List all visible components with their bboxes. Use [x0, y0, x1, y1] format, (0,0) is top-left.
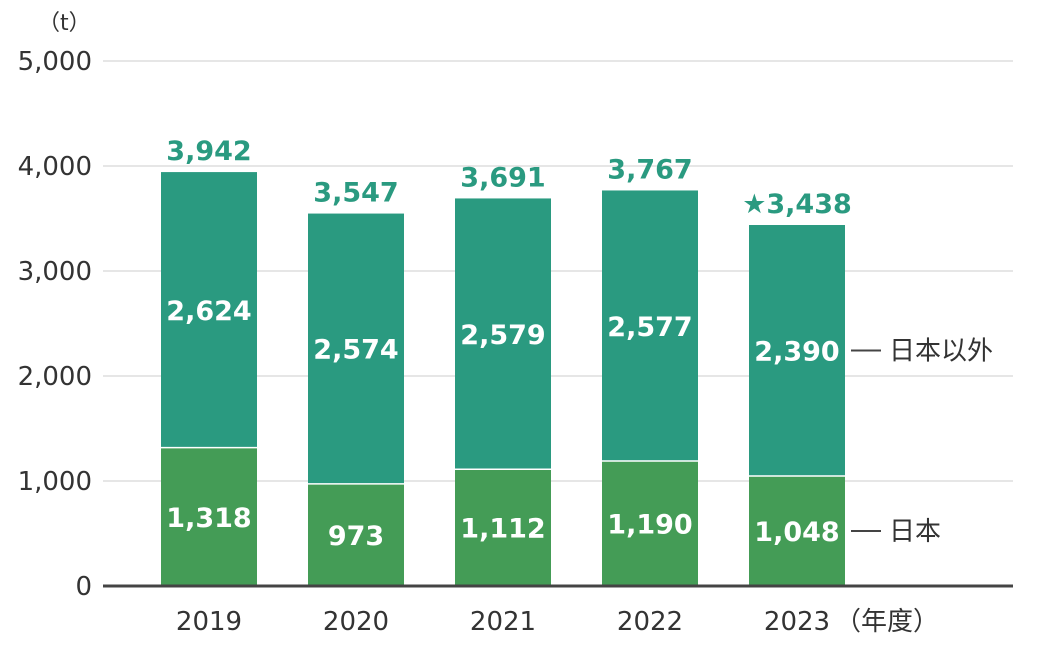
x-tick-label: 2019 [176, 607, 242, 637]
bar-segment-outside-japan [455, 198, 551, 470]
y-tick-label: 2,000 [18, 362, 92, 392]
y-axis-unit: （t） [38, 11, 91, 36]
bar-segment-outside-japan [308, 213, 404, 484]
x-tick-label: 2021 [470, 607, 536, 637]
total-value-label: 3,691 [460, 162, 545, 193]
total-value-label: 3,942 [166, 136, 251, 167]
x-axis-unit: （年度） [835, 607, 939, 637]
segment-value-label: 1,112 [460, 514, 545, 545]
legend-label: 日本 [889, 517, 941, 547]
bars: 1,318 2,624 3,942 973 2,574 3,547 1,112 2,579 3,… [161, 136, 852, 586]
segment-value-label: 2,574 [313, 335, 398, 366]
y-tick-label: 4,000 [18, 152, 92, 182]
bar-segment-outside-japan [602, 190, 698, 462]
total-value-label: 3,547 [313, 178, 398, 209]
segment-value-label: 1,190 [607, 510, 692, 541]
bar-segment-japan [749, 475, 845, 586]
segment-value-label: 1,318 [166, 503, 251, 534]
y-tick-label: 5,000 [18, 47, 92, 77]
bar-segment-japan [455, 469, 551, 586]
x-tick-label: 2022 [617, 607, 683, 637]
y-axis-ticks: 0 1,000 2,000 3,000 4,000 5,000 [18, 47, 92, 602]
bar-segment-outside-japan [749, 225, 845, 476]
bar-segment-japan [161, 447, 257, 586]
bar-segment-japan [308, 483, 404, 586]
y-tick-label: 0 [75, 572, 92, 602]
bar-segment-outside-japan [161, 172, 257, 448]
segment-value-label: 1,048 [754, 517, 839, 548]
x-tick-label: 2020 [323, 607, 389, 637]
segment-value-label: 973 [328, 521, 384, 552]
segment-value-label: 2,579 [460, 320, 545, 351]
bar-segment-japan [602, 461, 698, 586]
x-axis-ticks: 2019 2020 2021 2022 2023 （年度） [176, 607, 939, 637]
segment-value-label: 2,390 [754, 336, 839, 367]
total-value-label: ★3,438 [742, 189, 852, 220]
segment-value-label: 2,624 [166, 296, 251, 327]
y-tick-label: 3,000 [18, 257, 92, 287]
segment-value-label: 2,577 [607, 312, 692, 343]
y-tick-label: 1,000 [18, 467, 92, 497]
legend-label: 日本以外 [889, 336, 993, 366]
x-tick-label: 2023 [764, 607, 830, 637]
total-value-label: 3,767 [607, 154, 692, 185]
